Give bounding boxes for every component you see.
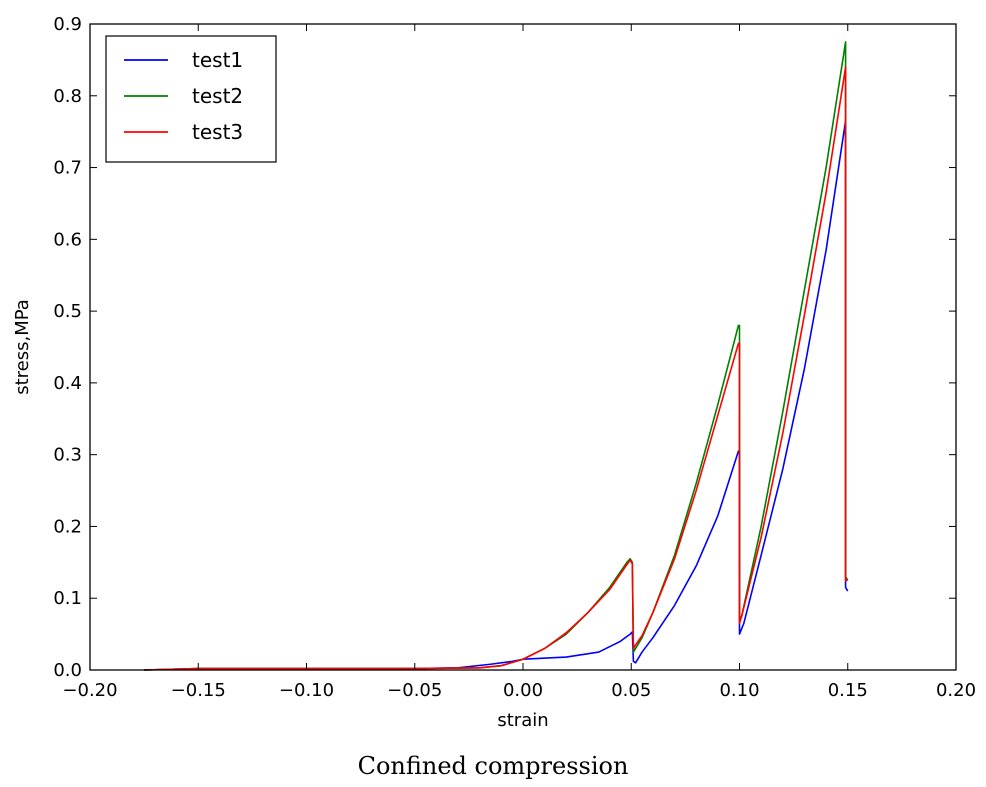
legend: test1 test2 test3	[105, 35, 277, 163]
y-tick-label: 0.0	[53, 660, 82, 681]
y-tick-label: 0.4	[53, 373, 82, 394]
legend-box	[105, 35, 277, 163]
y-tick-label: 0.6	[53, 229, 82, 250]
x-tick-label: −0.15	[171, 680, 226, 701]
series-line-test1	[144, 120, 849, 671]
legend-label-test2: test2	[192, 84, 243, 108]
legend-label-test3: test3	[192, 120, 243, 144]
x-tick-label: −0.20	[62, 680, 117, 701]
x-tick-label: −0.05	[387, 680, 442, 701]
line-chart: −0.20 −0.15 −0.10 −0.05 0.00 0.05 0.10 0.15 0.20…	[12, 14, 976, 731]
x-axis-label: strain	[497, 710, 548, 731]
x-tick-label: 0.10	[719, 680, 759, 701]
y-tick-label: 0.1	[53, 588, 82, 609]
x-tick-label: 0.00	[503, 680, 543, 701]
x-tick-label: 0.20	[936, 680, 976, 701]
y-axis-label: stress,MPa	[12, 299, 33, 395]
x-tick-label: 0.05	[611, 680, 651, 701]
x-axis: −0.20 −0.15 −0.10 −0.05 0.00 0.05 0.10 0.15 0.20	[62, 24, 976, 701]
y-tick-label: 0.9	[53, 14, 82, 35]
y-tick-label: 0.5	[53, 301, 82, 322]
x-tick-label: 0.15	[828, 680, 868, 701]
y-tick-label: 0.7	[53, 158, 82, 179]
x-tick-label: −0.10	[279, 680, 334, 701]
figure-caption: Confined compression	[357, 752, 629, 780]
y-tick-label: 0.3	[53, 445, 82, 466]
y-tick-label: 0.2	[53, 516, 82, 537]
y-tick-label: 0.8	[53, 86, 82, 107]
legend-label-test1: test1	[192, 48, 243, 72]
plot-series	[144, 41, 849, 671]
series-line-test3	[144, 66, 848, 671]
y-axis: 0.0 0.1 0.2 0.3 0.4 0.5 0.6 0.7 0.8 0.9	[53, 14, 956, 681]
